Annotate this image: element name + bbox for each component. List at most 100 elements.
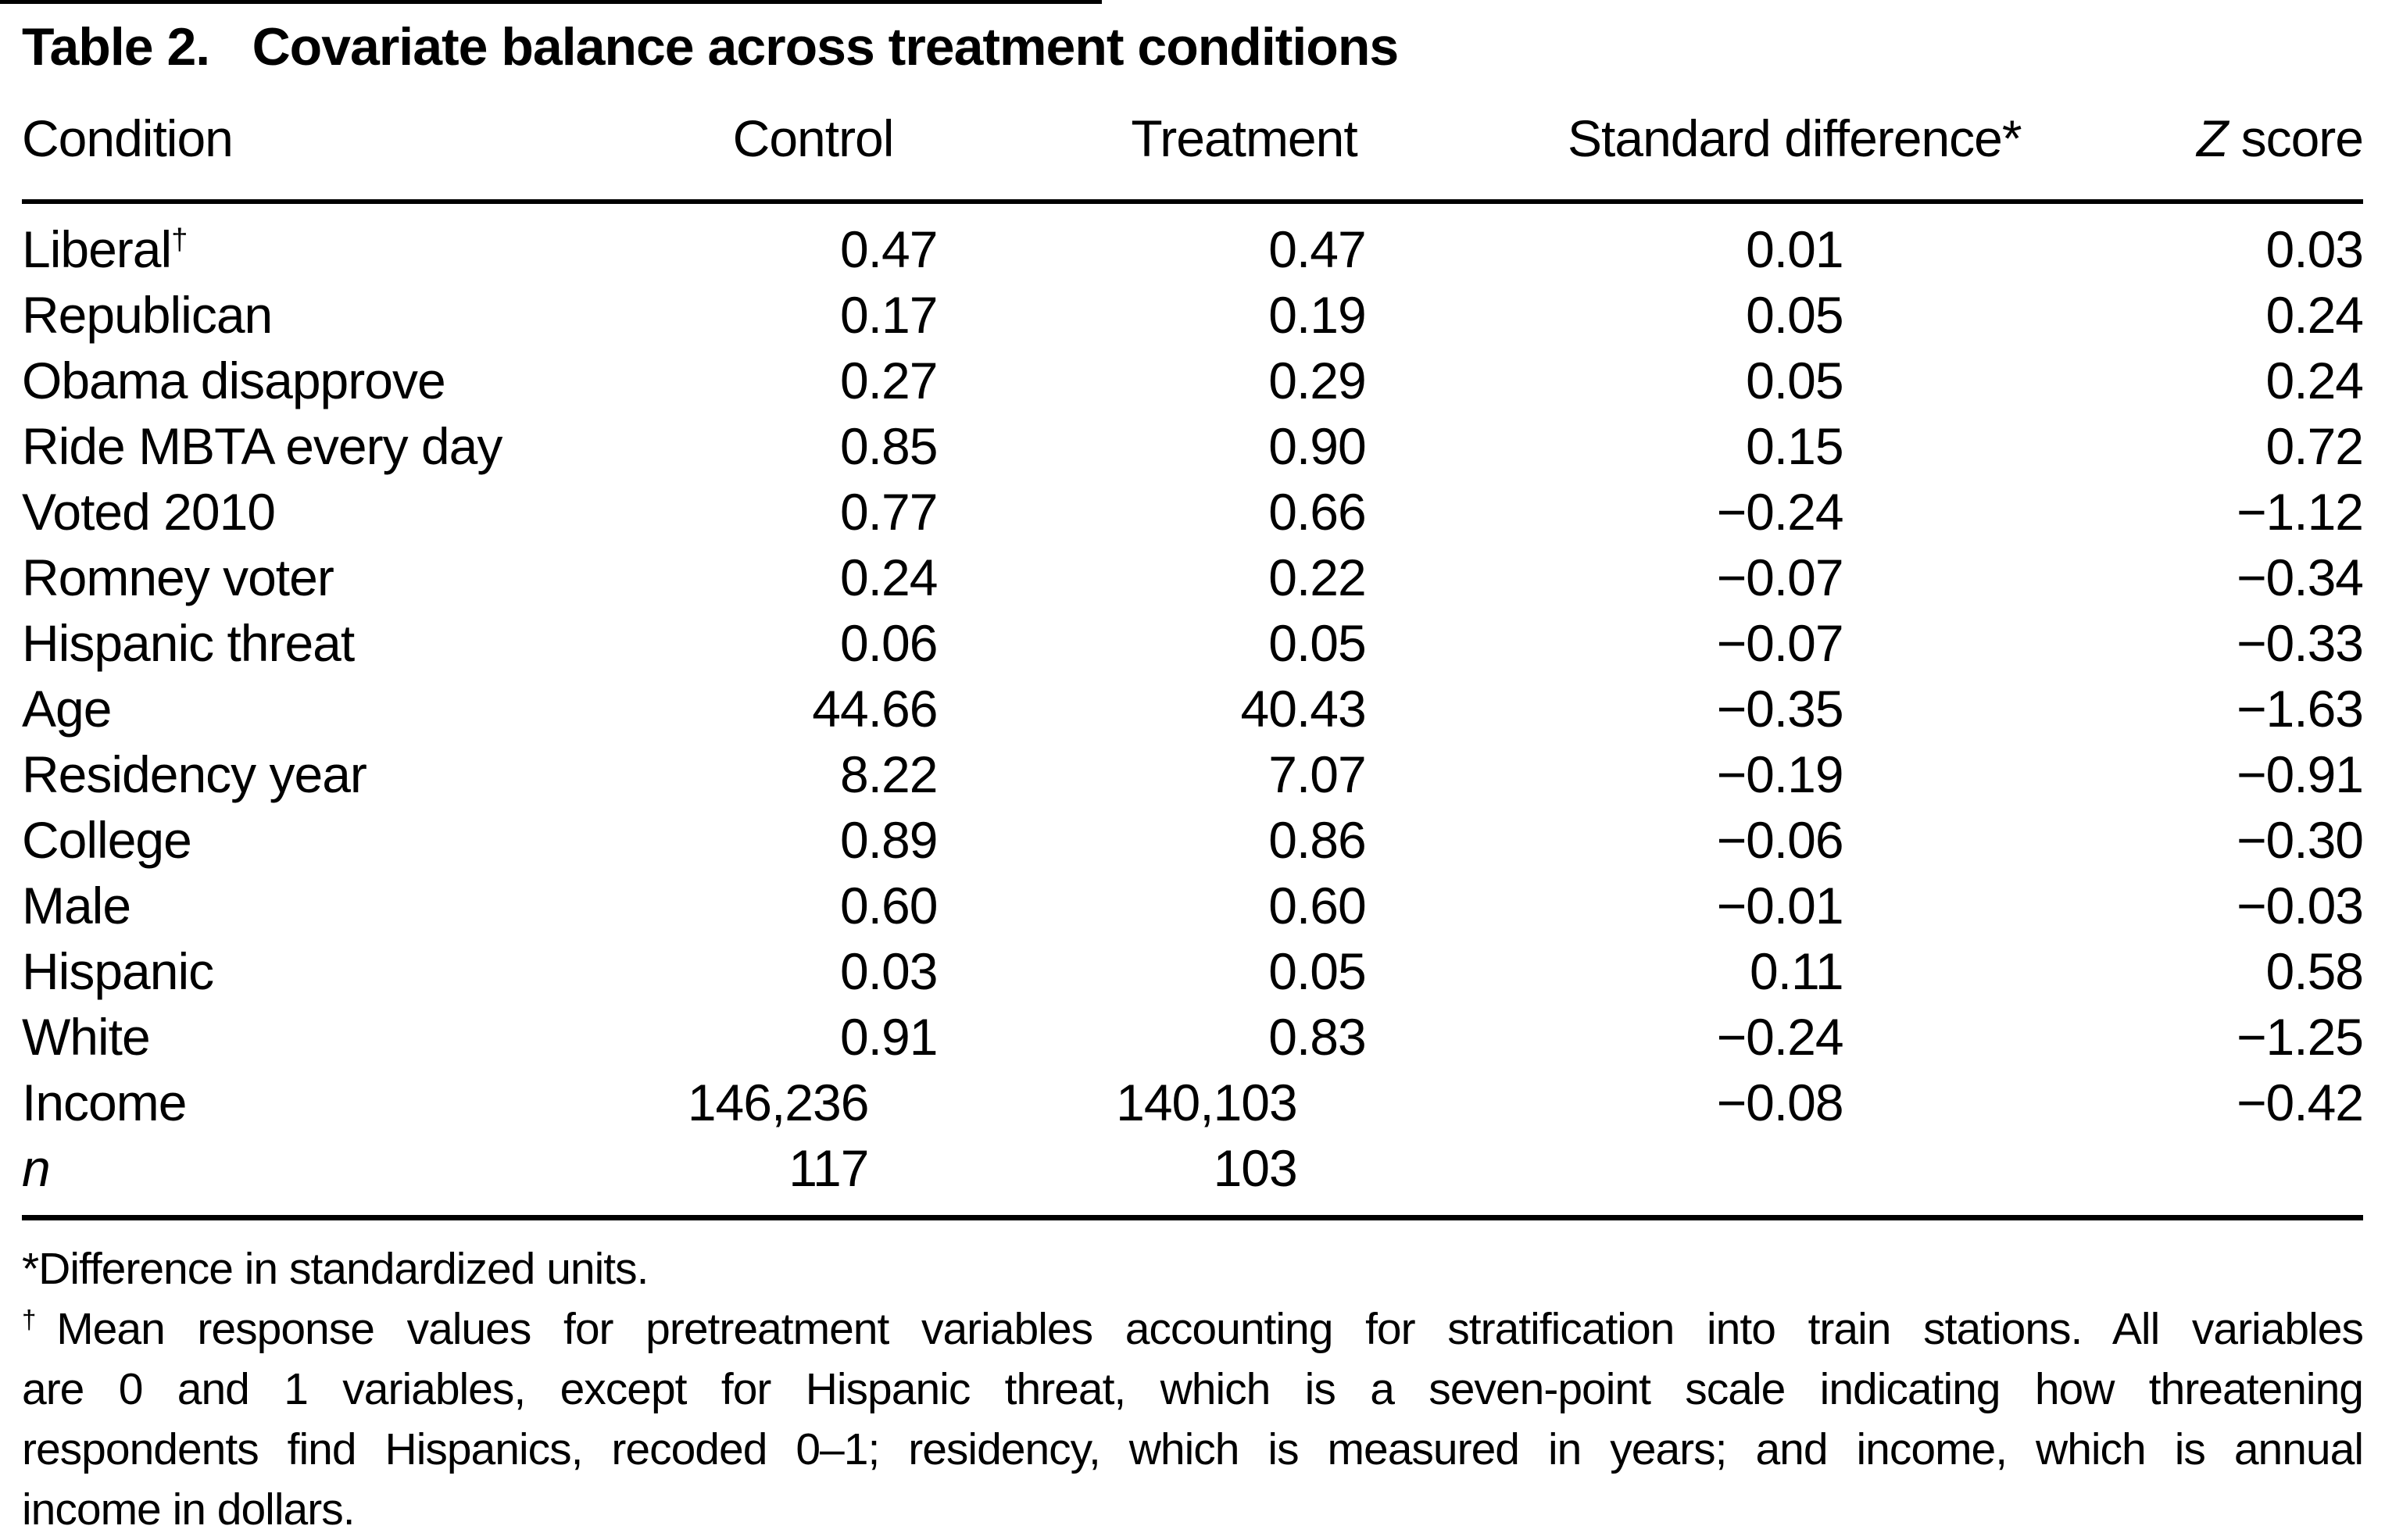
cell-std-diff: 0.15 bbox=[1746, 417, 1843, 476]
cell-treatment: 0.60 bbox=[1268, 877, 1366, 935]
cell-z-score: −1.25 bbox=[2237, 1008, 2364, 1067]
row-label: Republican bbox=[22, 286, 273, 345]
cell-treatment: 140,103 bbox=[1116, 1074, 1298, 1132]
cell-treatment: 103 bbox=[937, 1135, 1366, 1221]
header-row: Condition Control Treatment Standard dif… bbox=[22, 82, 2364, 205]
cell-control: 0.24 bbox=[839, 548, 938, 607]
table-row-college: College 0.89 0.86 −0.06 −0.30 bbox=[22, 807, 2364, 873]
row-label: Male bbox=[22, 877, 131, 935]
cell-z-score: −0.91 bbox=[2237, 745, 2364, 804]
cell-control: 0.85 bbox=[839, 417, 938, 476]
cell-control: 0.89 bbox=[839, 811, 938, 870]
cell-std-diff: −0.06 bbox=[1716, 811, 1844, 870]
cell-treatment: 0.86 bbox=[1268, 811, 1366, 870]
dagger-marker: † bbox=[22, 1306, 57, 1335]
cell-std-diff: −0.08 bbox=[1716, 1074, 1844, 1132]
table-row-obama-disapprove: Obama disapprove 0.27 0.29 0.05 0.24 bbox=[22, 348, 2364, 413]
col-header-z-score: Z score bbox=[2021, 82, 2364, 205]
cell-std-diff: −0.07 bbox=[1716, 614, 1844, 673]
footnote-standardized-units: *Difference in standardized units. bbox=[22, 1244, 649, 1295]
row-label: Obama disapprove bbox=[22, 352, 446, 410]
cell-treatment: 0.47 bbox=[1268, 220, 1366, 279]
table-row-liberal: Liberal† 0.47 0.47 0.01 0.03 bbox=[22, 202, 2364, 282]
footnote-line: are 0 and 1 variables, except for Hispan… bbox=[22, 1364, 2364, 1415]
cell-treatment: 40.43 bbox=[1240, 680, 1367, 738]
cell-treatment: 0.22 bbox=[1268, 548, 1366, 607]
cell-treatment: 0.90 bbox=[1268, 417, 1366, 476]
table-row-republican: Republican 0.17 0.19 0.05 0.24 bbox=[22, 282, 2364, 348]
cell-z-score: −0.33 bbox=[2237, 614, 2364, 673]
cell-control: 0.17 bbox=[839, 286, 938, 345]
row-label: Age bbox=[22, 680, 112, 738]
cell-z-score: 0.03 bbox=[2265, 220, 2364, 279]
row-label: College bbox=[22, 811, 192, 870]
footnote-line: †Mean response values for pretreatment v… bbox=[22, 1304, 2364, 1355]
cell-control: 0.47 bbox=[839, 220, 938, 279]
cell-control: 8.22 bbox=[839, 745, 938, 804]
row-label: Romney voter bbox=[22, 548, 334, 607]
col-header-condition: Condition bbox=[22, 82, 631, 205]
cell-z-score: −1.63 bbox=[2237, 680, 2364, 738]
cell-std-diff: −0.24 bbox=[1716, 1008, 1844, 1067]
table-row-n: n 117 103 bbox=[22, 1135, 2363, 1221]
table-row-male: Male 0.60 0.60 −0.01 −0.03 bbox=[22, 873, 2364, 938]
cell-std-diff: −0.07 bbox=[1716, 548, 1844, 607]
cell-control: 0.77 bbox=[839, 483, 938, 541]
cell-std-diff: −0.35 bbox=[1716, 680, 1844, 738]
row-label: Hispanic threat bbox=[22, 614, 355, 673]
cell-control: 0.60 bbox=[839, 877, 938, 935]
table-row-hispanic-threat: Hispanic threat 0.06 0.05 −0.07 −0.33 bbox=[22, 610, 2364, 676]
col-header-control: Control bbox=[630, 82, 938, 205]
table-row-romney-voter: Romney voter 0.24 0.22 −0.07 −0.34 bbox=[22, 545, 2364, 610]
cell-control: 0.06 bbox=[839, 614, 938, 673]
table-row-income: Income 146,236 140,103 −0.08 −0.42 bbox=[22, 1070, 2364, 1135]
cell-treatment: 7.07 bbox=[1268, 745, 1366, 804]
cell-z-score: −0.03 bbox=[2237, 877, 2364, 935]
cell-control: 0.27 bbox=[839, 352, 938, 410]
cell-z-score: −1.12 bbox=[2237, 483, 2364, 541]
cell-treatment: 0.29 bbox=[1268, 352, 1366, 410]
cell-control: 0.91 bbox=[839, 1008, 938, 1067]
row-label: n bbox=[22, 1135, 631, 1221]
cell-z-score: −0.34 bbox=[2237, 548, 2364, 607]
table-row-residency-year: Residency year 8.22 7.07 −0.19 −0.91 bbox=[22, 741, 2364, 807]
table-row-age: Age 44.66 40.43 −0.35 −1.63 bbox=[22, 676, 2364, 741]
cell-z-score: 0.72 bbox=[2265, 417, 2364, 476]
cell-std-diff: −0.01 bbox=[1716, 877, 1844, 935]
row-label: Ride MBTA every day bbox=[22, 417, 502, 476]
cell-control: 117 bbox=[630, 1135, 938, 1221]
cell-treatment: 0.05 bbox=[1268, 942, 1366, 1001]
cell-z-score: 0.24 bbox=[2265, 352, 2364, 410]
table-top-rule bbox=[0, 0, 1102, 4]
row-label: Residency year bbox=[22, 745, 367, 804]
covariate-balance-table: Condition Control Treatment Standard dif… bbox=[22, 82, 2364, 1221]
cell-control: 44.66 bbox=[812, 680, 938, 738]
cell-control: 0.03 bbox=[839, 942, 938, 1001]
cell-treatment: 0.66 bbox=[1268, 483, 1366, 541]
cell-std-diff bbox=[1365, 1135, 2022, 1221]
table-number: Table 2. bbox=[22, 17, 210, 77]
cell-std-diff: −0.19 bbox=[1716, 745, 1844, 804]
cell-z-score: 0.58 bbox=[2265, 942, 2364, 1001]
row-label: Hispanic bbox=[22, 942, 214, 1001]
table-row-ride-mbta: Ride MBTA every day 0.85 0.90 0.15 0.72 bbox=[22, 413, 2364, 479]
cell-std-diff: 0.01 bbox=[1746, 220, 1843, 279]
col-header-standard-difference: Standard difference* bbox=[1365, 82, 2022, 205]
cell-z-score: −0.30 bbox=[2237, 811, 2364, 870]
cell-std-diff: −0.24 bbox=[1716, 483, 1844, 541]
cell-std-diff: 0.05 bbox=[1746, 286, 1843, 345]
table-title-text: Covariate balance across treatment condi… bbox=[252, 17, 1400, 77]
footnote-line: income in dollars. bbox=[22, 1485, 356, 1535]
cell-z-score: −0.42 bbox=[2237, 1074, 2364, 1132]
footnote-line: respondents find Hispanics, recoded 0–1;… bbox=[22, 1424, 2364, 1475]
table-title: Table 2. Covariate balance across treatme… bbox=[22, 16, 2363, 77]
col-header-treatment: Treatment bbox=[937, 82, 1366, 205]
cell-treatment: 0.19 bbox=[1268, 286, 1366, 345]
table-footnotes: *Difference in standardized units. †Mean… bbox=[22, 1239, 2364, 1540]
cell-control: 146,236 bbox=[687, 1074, 870, 1132]
cell-treatment: 0.83 bbox=[1268, 1008, 1366, 1067]
row-label: Liberal† bbox=[22, 220, 188, 279]
cell-std-diff: 0.05 bbox=[1746, 352, 1843, 410]
footnote-dagger: †Mean response values for pretreatment v… bbox=[22, 1299, 2364, 1540]
row-label: Income bbox=[22, 1074, 187, 1132]
